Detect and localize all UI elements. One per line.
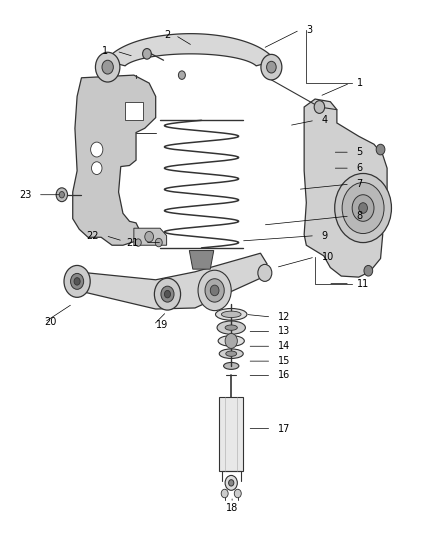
- Text: 11: 11: [357, 279, 369, 288]
- Polygon shape: [77, 253, 267, 309]
- Polygon shape: [189, 251, 214, 269]
- Circle shape: [234, 489, 241, 498]
- Circle shape: [258, 264, 272, 281]
- Text: 10: 10: [321, 252, 334, 262]
- Text: 19: 19: [155, 320, 168, 330]
- Circle shape: [56, 188, 67, 201]
- Circle shape: [102, 60, 113, 74]
- Circle shape: [145, 231, 153, 242]
- Polygon shape: [219, 397, 244, 471]
- Circle shape: [314, 101, 325, 114]
- Ellipse shape: [221, 311, 241, 318]
- Circle shape: [155, 238, 162, 247]
- Ellipse shape: [215, 309, 247, 320]
- Polygon shape: [134, 228, 166, 245]
- Text: 21: 21: [126, 238, 138, 247]
- Text: 16: 16: [278, 370, 290, 381]
- Circle shape: [205, 279, 224, 302]
- Circle shape: [92, 162, 102, 174]
- Circle shape: [154, 278, 180, 310]
- Text: 7: 7: [357, 179, 363, 189]
- Polygon shape: [73, 75, 155, 245]
- Circle shape: [210, 285, 219, 296]
- Text: 5: 5: [357, 147, 363, 157]
- Circle shape: [352, 195, 374, 221]
- Circle shape: [376, 144, 385, 155]
- Ellipse shape: [223, 362, 239, 369]
- Circle shape: [229, 480, 234, 486]
- Ellipse shape: [225, 325, 237, 330]
- Text: 17: 17: [278, 424, 290, 434]
- Circle shape: [335, 173, 392, 243]
- Polygon shape: [125, 102, 143, 120]
- Text: 18: 18: [226, 503, 238, 513]
- Circle shape: [364, 265, 373, 276]
- Circle shape: [267, 61, 276, 73]
- Circle shape: [64, 265, 90, 297]
- Ellipse shape: [226, 351, 237, 357]
- Text: 3: 3: [306, 25, 312, 35]
- Text: 14: 14: [278, 341, 290, 351]
- Ellipse shape: [218, 336, 244, 346]
- Circle shape: [91, 142, 103, 157]
- Circle shape: [261, 54, 282, 80]
- Text: 15: 15: [278, 356, 290, 366]
- Text: 20: 20: [44, 317, 57, 327]
- Circle shape: [225, 334, 237, 349]
- Text: 6: 6: [357, 163, 363, 173]
- Circle shape: [71, 273, 84, 289]
- Text: 2: 2: [165, 30, 171, 41]
- Polygon shape: [304, 99, 387, 277]
- Text: 22: 22: [86, 231, 99, 241]
- Circle shape: [359, 203, 367, 213]
- Text: 4: 4: [321, 115, 328, 125]
- Text: 1: 1: [357, 78, 363, 88]
- Circle shape: [164, 290, 170, 298]
- Circle shape: [198, 270, 231, 311]
- Circle shape: [95, 52, 120, 82]
- Circle shape: [59, 191, 64, 198]
- Circle shape: [74, 278, 80, 285]
- Circle shape: [135, 239, 141, 246]
- Text: 12: 12: [278, 312, 290, 322]
- Ellipse shape: [219, 349, 243, 359]
- Ellipse shape: [217, 321, 245, 334]
- Circle shape: [143, 49, 151, 59]
- Text: 23: 23: [19, 190, 31, 200]
- Circle shape: [221, 489, 228, 498]
- Text: 9: 9: [321, 231, 328, 241]
- Circle shape: [225, 475, 237, 490]
- Polygon shape: [106, 34, 275, 66]
- Text: 13: 13: [278, 326, 290, 336]
- Text: 8: 8: [357, 211, 363, 221]
- Circle shape: [342, 182, 384, 233]
- Text: 1: 1: [102, 46, 108, 56]
- Circle shape: [178, 71, 185, 79]
- Circle shape: [161, 286, 174, 302]
